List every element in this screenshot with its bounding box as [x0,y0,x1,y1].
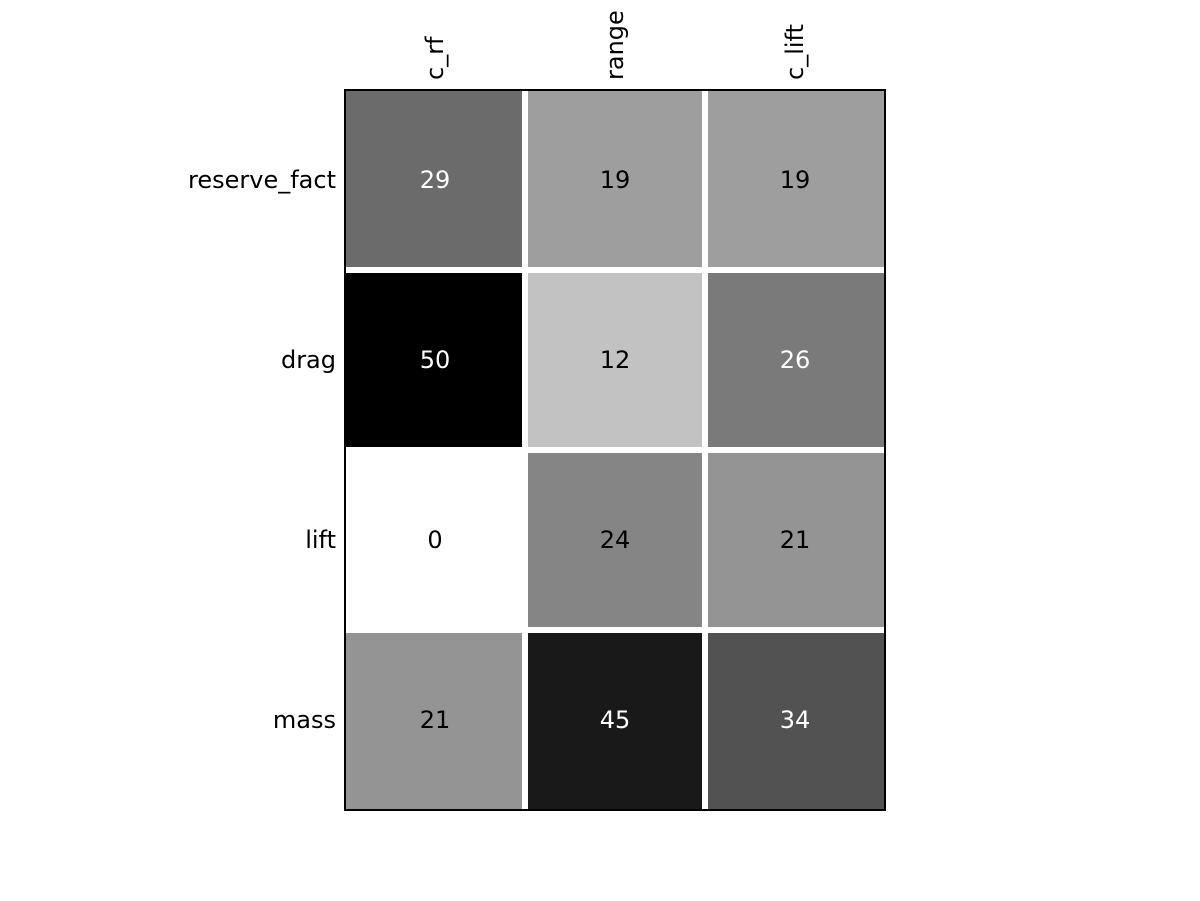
heatmap-cell-mass-range [528,633,702,810]
row-label-drag: drag [281,346,336,374]
cell-value-label-mass-range: 45 [600,706,631,734]
heatmap-cells: 29 19 19 50 12 26 0 24 21 21 45 34 [345,90,885,810]
row-label-lift: lift [305,526,336,554]
heatmap-cell-drag-range [528,273,702,447]
cell-value-label-lift-range: 24 [600,526,631,554]
cell-value-label-lift-c-lift: 21 [780,526,811,554]
column-labels: c_rf range c_lift [421,10,809,80]
heatmap-cell-mass-c-lift [708,633,885,810]
heatmap-cell-reserve-fact-range [528,90,702,267]
column-label-c-lift: c_lift [781,24,809,80]
column-label-range: range [601,10,629,80]
plot-frame [344,89,886,811]
cell-value-label-drag-c-rf: 50 [420,346,451,374]
heatmap-cell-lift-range [528,453,702,627]
column-label-c-rf: c_rf [421,36,449,80]
heatmap-cell-lift-c-rf [345,453,522,627]
cell-value-label-mass-c-lift: 34 [780,706,811,734]
heatmap-cell-reserve-fact-c-lift [708,90,885,267]
cell-value-label-reserve-fact-range: 19 [600,166,631,194]
row-label-reserve-fact: reserve_fact [188,166,336,194]
heatmap-cell-mass-c-rf [345,633,522,810]
heatmap-cell-reserve-fact-c-rf [345,90,522,267]
cell-value-label-drag-range: 12 [600,346,631,374]
row-label-mass: mass [273,706,336,734]
cell-value-label-lift-c-rf: 0 [427,526,442,554]
cell-value-label-reserve-fact-c-rf: 29 [420,166,451,194]
cell-value-label-mass-c-rf: 21 [420,706,451,734]
cell-value-label-drag-c-lift: 26 [780,346,811,374]
cell-value-label-reserve-fact-c-lift: 19 [780,166,811,194]
heatmap-cell-drag-c-rf [345,273,522,447]
heatmap-cell-drag-c-lift [708,273,885,447]
heatmap-cell-lift-c-lift [708,453,885,627]
